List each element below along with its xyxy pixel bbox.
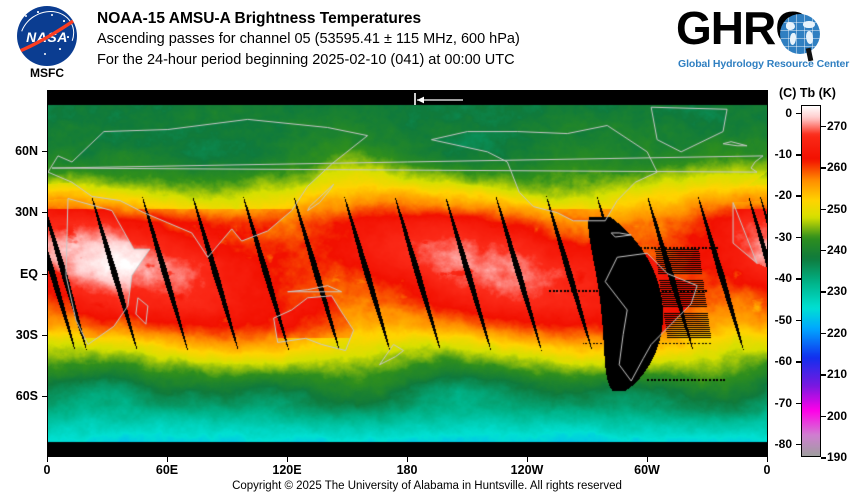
title-block: NOAA-15 AMSU-A Brightness Temperatures A… [97,8,520,71]
lon-tick [767,457,768,462]
colorbar-label-celsius: -70 [774,395,792,410]
colorbar-label-kelvin: 230 [827,284,848,299]
colorbar-tick-kelvin [821,208,826,211]
lon-tick-label: 0 [43,463,51,477]
colorbar-label-celsius: 0 [785,105,792,120]
nasa-logo: NASA MSFC [8,6,86,82]
copyright-notice: Copyright © 2025 The University of Alaba… [232,480,622,492]
colorbar-label-celsius: -50 [774,312,792,327]
colorbar-tick-celsius [796,361,801,363]
colorbar-tick-celsius [796,319,801,322]
subtitle-channel: Ascending passes for channel 05 (53595.4… [97,31,520,47]
lon-tick-label: 120E [272,463,302,477]
nasa-meatball-icon: NASA [17,6,77,66]
colorbar-label-kelvin: 260 [827,160,848,175]
colorbar-tick-kelvin [821,332,826,335]
lon-tick [527,457,528,462]
colorbar-tick-kelvin [821,249,826,252]
lon-tick [407,457,408,462]
page-title: NOAA-15 AMSU-A Brightness Temperatures [97,10,422,27]
colorbar-tick-celsius [796,443,801,446]
colorbar-tick-celsius [796,278,801,280]
lon-tick-label: 0 [763,463,771,477]
colorbar[interactable] [801,105,821,457]
colorbar-tick-celsius [796,402,801,405]
colorbar-tick-celsius [796,154,801,156]
lat-tick-label: 30N [15,205,38,220]
colorbar-label-celsius: -60 [774,354,792,369]
colorbar-tick-kelvin [821,457,826,459]
colorbar-label-celsius: -80 [774,436,792,451]
nasa-swoosh-icon [17,16,77,55]
colorbar-tick-celsius [796,195,801,197]
colorbar-label-kelvin: 200 [827,408,848,423]
ghrc-logo: GHRC Global Hydrology Resource Center [676,2,850,74]
colorbar-label-kelvin: 270 [827,118,848,133]
colorbar-label-kelvin: 240 [827,242,848,257]
colorbar-label-kelvin: 220 [827,325,848,340]
colorbar-label-kelvin: 210 [827,367,848,382]
globe-icon [780,14,820,54]
lat-tick-label: 60S [15,388,38,403]
colorbar-tick-celsius [796,236,801,239]
colorbar-label-celsius: -10 [774,147,792,162]
lon-tick [167,457,168,462]
colorbar-label-celsius: -20 [774,188,792,203]
colorbar-label-kelvin: 190 [827,450,848,464]
lon-tick-label: 60W [634,463,660,477]
lat-tick-label: 30S [15,327,38,342]
colorbar-title: (C) Tb (K) [779,86,836,100]
lon-tick [647,457,648,462]
lon-tick-label: 120W [510,463,544,477]
lat-tick [42,273,47,275]
brightness-temperature-map[interactable] [48,91,767,456]
lat-tick-label: 60N [15,144,38,159]
colorbar-label-celsius: -30 [774,229,792,244]
colorbar-gradient [802,106,820,456]
left-arrow-icon [414,93,463,105]
colorbar-tick-kelvin [821,125,826,128]
lat-tick [42,395,47,397]
map-panel[interactable] [47,90,768,457]
colorbar-tick-celsius [796,112,801,115]
colorbar-label-celsius: -40 [774,271,792,286]
nasa-center-label: MSFC [30,66,64,80]
lon-tick-label: 180 [396,463,418,477]
subtitle-period: For the 24-hour period beginning 2025-02… [97,52,515,68]
lon-tick-label: 60E [155,463,179,477]
lat-tick [42,334,47,336]
lat-tick [42,212,47,214]
lon-tick [47,457,48,462]
colorbar-tick-kelvin [821,291,826,293]
ghrc-tagline: Global Hydrology Resource Center [678,58,850,70]
colorbar-tick-kelvin [821,374,826,376]
lon-tick [287,457,288,462]
colorbar-tick-kelvin [821,415,826,418]
lat-tick-label: EQ [19,266,38,281]
colorbar-label-kelvin: 250 [827,201,848,216]
lat-tick [42,151,47,153]
colorbar-tick-kelvin [821,167,826,169]
